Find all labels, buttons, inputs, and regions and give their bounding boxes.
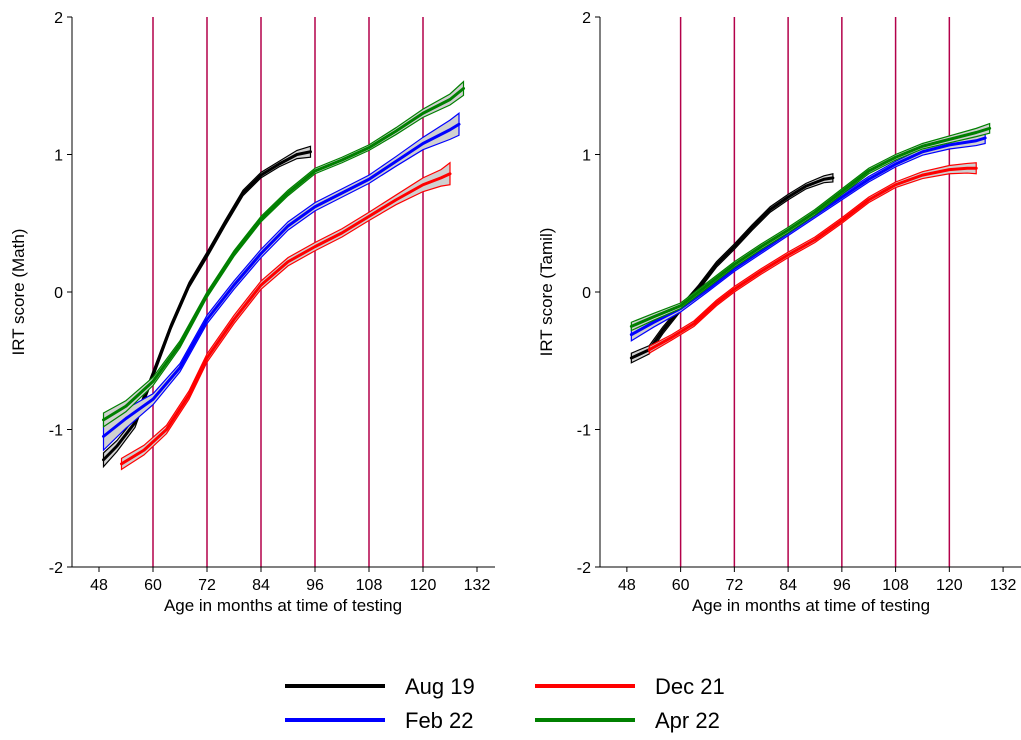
panel-tamil: IRT score (Tamil) Age in months at time … xyxy=(537,10,1021,615)
series-aug-19 xyxy=(102,145,312,469)
series-line xyxy=(647,166,978,352)
x-tick-label: 72 xyxy=(725,577,743,594)
series-line xyxy=(629,176,835,360)
legend: Aug 19 Dec 21 Feb 22 Apr 22 xyxy=(285,674,725,733)
legend-label: Feb 22 xyxy=(405,708,474,733)
legend-label: Apr 22 xyxy=(655,708,720,733)
series-line xyxy=(120,172,452,466)
series-dec-21 xyxy=(120,161,452,471)
y-tick-label: 1 xyxy=(582,148,591,165)
x-tick-label: 96 xyxy=(306,577,324,594)
x-tick-label: 108 xyxy=(356,577,383,594)
y-axis-title: IRT score (Math) xyxy=(9,229,28,356)
x-tick-label: 48 xyxy=(618,577,636,594)
confidence-band xyxy=(102,112,460,452)
x-tick-label: 132 xyxy=(464,577,491,594)
y-tick-label: -2 xyxy=(577,560,591,577)
x-tick-label: 96 xyxy=(833,577,851,594)
series-line xyxy=(102,87,465,422)
x-tick-label: 60 xyxy=(672,577,690,594)
x-tick-label: 72 xyxy=(198,577,216,594)
series-line xyxy=(102,150,312,462)
legend-item-feb-22: Feb 22 xyxy=(285,708,474,733)
confidence-band xyxy=(648,162,977,355)
y-tick-label: -1 xyxy=(49,423,63,440)
x-axis-title: Age in months at time of testing xyxy=(692,596,930,615)
confidence-band xyxy=(630,131,986,342)
x-axis-title: Age in months at time of testing xyxy=(164,596,402,615)
legend-label: Dec 21 xyxy=(655,674,725,699)
panel-math: IRT score (Math) Age in months at time o… xyxy=(9,10,495,615)
x-tick-label: 84 xyxy=(779,577,797,594)
x-tick-label: 120 xyxy=(410,577,437,594)
legend-item-apr-22: Apr 22 xyxy=(535,708,720,733)
y-tick-label: 0 xyxy=(582,285,591,302)
x-tick-label: 84 xyxy=(252,577,270,594)
y-tick-label: 2 xyxy=(54,10,63,27)
y-tick-label: -1 xyxy=(577,423,591,440)
series-dec-21 xyxy=(647,162,978,355)
y-tick-label: 1 xyxy=(54,148,63,165)
series-line xyxy=(629,126,992,328)
x-tick-label: 108 xyxy=(882,577,909,594)
y-tick-label: 2 xyxy=(582,10,591,27)
x-tick-label: 48 xyxy=(90,577,108,594)
x-tick-label: 120 xyxy=(936,577,963,594)
legend-item-dec-21: Dec 21 xyxy=(535,674,725,699)
y-tick-label: 0 xyxy=(54,285,63,302)
y-tick-label: -2 xyxy=(49,560,63,577)
x-tick-label: 60 xyxy=(144,577,162,594)
legend-label: Aug 19 xyxy=(405,674,475,699)
confidence-band xyxy=(630,122,991,332)
series-feb-22 xyxy=(102,112,461,452)
series-feb-22 xyxy=(629,131,987,342)
series-apr-22 xyxy=(102,80,465,428)
legend-item-aug-19: Aug 19 xyxy=(285,674,475,699)
series-line xyxy=(102,122,461,438)
y-axis-title: IRT score (Tamil) xyxy=(537,228,556,357)
series-apr-22 xyxy=(629,122,992,332)
x-tick-label: 132 xyxy=(990,577,1017,594)
